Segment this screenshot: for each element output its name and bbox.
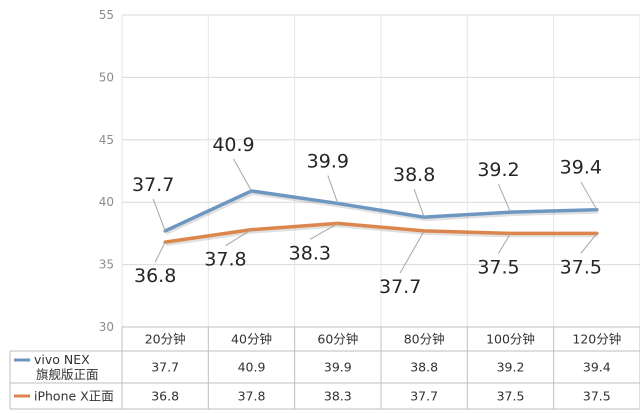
- table-cell: 39.4: [583, 360, 611, 375]
- data-label: 37.7: [132, 174, 174, 196]
- leader-line: [152, 198, 166, 232]
- leader-line: [580, 181, 598, 210]
- leader-line: [498, 183, 511, 213]
- table-cell: 40.9: [238, 360, 266, 375]
- table-cell: 37.5: [497, 389, 525, 404]
- leader-line: [498, 233, 511, 254]
- table-cell: 37.7: [151, 360, 179, 375]
- leader-line: [580, 233, 598, 254]
- category-label: 80分钟: [404, 332, 445, 347]
- category-label: 60分钟: [317, 332, 358, 347]
- data-label: 38.3: [289, 242, 331, 264]
- series-line-shadow: [165, 223, 598, 247]
- leader-line: [413, 189, 425, 218]
- category-label: 100分钟: [486, 332, 535, 347]
- leader-line: [309, 222, 339, 240]
- data-label: 37.7: [379, 276, 421, 298]
- y-tick-label: 30: [99, 320, 114, 334]
- y-tick-label: 50: [99, 70, 114, 84]
- category-label: 40分钟: [231, 332, 272, 347]
- y-axis: 30 35 40 45 50 55: [99, 8, 114, 334]
- data-label: 39.2: [477, 159, 519, 181]
- data-label: 36.8: [134, 265, 176, 287]
- y-tick-label: 55: [99, 8, 114, 22]
- series-line-shadow: [165, 190, 598, 235]
- data-label: 39.9: [307, 150, 349, 172]
- series-line: [163, 189, 599, 233]
- leader-line: [233, 158, 252, 192]
- table-cell: 39.9: [324, 360, 352, 375]
- data-label: 37.5: [477, 256, 519, 278]
- legend-label: 旗舰版正面: [36, 367, 99, 382]
- legend-label: vivo NEX: [34, 352, 90, 367]
- table-cell: 37.5: [583, 389, 611, 404]
- grid-lines: [121, 14, 640, 328]
- table-cell: 37.7: [410, 389, 438, 404]
- data-labels: 37.7 40.9 39.9 38.8 39.2 39.4 36.8 37.8 38.3 37.7…: [132, 134, 602, 298]
- data-label: 40.9: [212, 134, 254, 156]
- leader-line: [327, 175, 339, 204]
- table-cell: 39.2: [497, 360, 525, 375]
- table-cell: 37.8: [238, 389, 266, 404]
- category-label: 120分钟: [572, 332, 621, 347]
- legend-label: iPhone X正面: [34, 389, 114, 404]
- data-label: 39.4: [560, 157, 602, 179]
- data-label: 38.8: [393, 164, 435, 186]
- y-tick-label: 45: [99, 133, 114, 147]
- leader-line: [154, 241, 166, 263]
- leader-line: [225, 229, 252, 247]
- series-lines: [163, 189, 599, 247]
- y-tick-label: 40: [99, 195, 114, 209]
- table-cell: 38.3: [324, 389, 352, 404]
- table-cell: 38.8: [410, 360, 438, 375]
- data-label: 37.8: [204, 249, 246, 271]
- data-label: 37.5: [560, 256, 602, 278]
- series-line: [163, 221, 599, 244]
- y-tick-label: 35: [99, 258, 114, 272]
- leader-line: [399, 230, 425, 274]
- table-cell: 36.8: [151, 389, 179, 404]
- category-label: 20分钟: [145, 332, 186, 347]
